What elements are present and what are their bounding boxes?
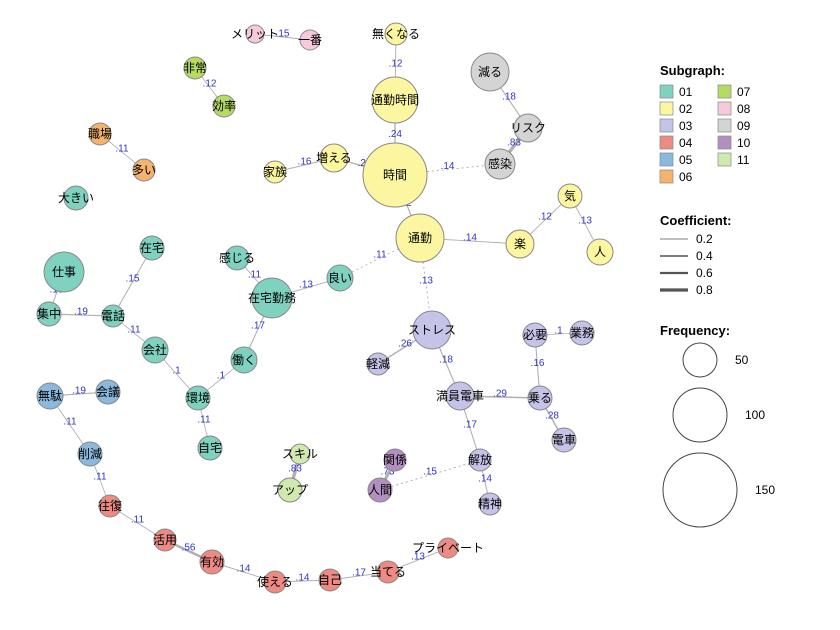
legend-freq-label: 50 bbox=[735, 353, 749, 367]
legend-swatch-label: 01 bbox=[679, 85, 693, 99]
legend-freq-label: 100 bbox=[745, 408, 765, 422]
node-ookii[interactable] bbox=[64, 186, 88, 210]
legend-subgraph-title: Subgraph: bbox=[660, 63, 725, 78]
legend-swatch-06 bbox=[660, 170, 673, 183]
node-shuuchuu[interactable] bbox=[37, 302, 61, 326]
node-tsukinjikan[interactable] bbox=[372, 77, 418, 123]
legend-swatch-05 bbox=[660, 153, 673, 166]
node-kaisha[interactable] bbox=[142, 337, 168, 363]
node-tsukaeru[interactable] bbox=[264, 571, 286, 593]
node-zaitaku[interactable] bbox=[140, 236, 164, 260]
cooccurrence-network: .15.12.12.11.24.18.83.25.16.2.14.14.12.1… bbox=[0, 0, 840, 630]
node-gyoumu[interactable] bbox=[570, 321, 594, 345]
node-fueru[interactable] bbox=[320, 144, 348, 172]
node-ki[interactable] bbox=[558, 184, 582, 208]
node-risk[interactable] bbox=[514, 114, 542, 142]
node-oufuku[interactable] bbox=[99, 495, 121, 517]
node-kazoku[interactable] bbox=[264, 161, 286, 183]
node-kansen[interactable] bbox=[485, 149, 515, 179]
node-zaitakukinmu[interactable] bbox=[252, 278, 292, 318]
node-keigen[interactable] bbox=[367, 353, 389, 375]
legend-swatch-label: 02 bbox=[679, 102, 693, 116]
node-hito[interactable] bbox=[587, 239, 613, 265]
node-ichiban[interactable] bbox=[300, 30, 320, 50]
node-ningen[interactable] bbox=[368, 478, 392, 502]
legend-coef-label: 0.8 bbox=[696, 283, 713, 297]
node-hitsuyou[interactable] bbox=[523, 323, 547, 347]
node-nakunaru[interactable] bbox=[385, 23, 407, 45]
node-stress[interactable] bbox=[413, 311, 451, 349]
node-kaihou[interactable] bbox=[469, 449, 491, 471]
node-heru[interactable] bbox=[471, 53, 509, 91]
node-kouritsu[interactable] bbox=[213, 95, 235, 117]
node-muda[interactable] bbox=[37, 383, 63, 409]
legend-swatch-label: 08 bbox=[737, 102, 751, 116]
node-katsuyou[interactable] bbox=[154, 529, 176, 551]
node-kaigi[interactable] bbox=[96, 380, 120, 404]
legend-swatch-label: 10 bbox=[737, 136, 751, 150]
legend-coef-label: 0.2 bbox=[696, 232, 713, 246]
node-raku[interactable] bbox=[506, 230, 534, 258]
legend-swatch-label: 09 bbox=[737, 119, 751, 133]
legend-swatch-07 bbox=[718, 85, 731, 98]
legend-swatch-label: 07 bbox=[737, 85, 751, 99]
legend-coefficient-title: Coefficient: bbox=[660, 213, 732, 228]
node-kankei[interactable] bbox=[384, 449, 406, 471]
node-ateru[interactable] bbox=[377, 561, 399, 583]
legend-swatch-03 bbox=[660, 119, 673, 132]
node-merit[interactable] bbox=[246, 25, 264, 43]
node-skill[interactable] bbox=[290, 444, 310, 464]
node-densha[interactable] bbox=[552, 428, 576, 452]
node-noru[interactable] bbox=[528, 386, 552, 410]
legend-freq-label: 150 bbox=[755, 483, 775, 497]
legend-coef-label: 0.4 bbox=[696, 249, 713, 263]
node-yuukou[interactable] bbox=[200, 550, 224, 574]
node-jikan[interactable] bbox=[363, 143, 427, 207]
node-private[interactable] bbox=[438, 538, 458, 558]
legend-swatch-10 bbox=[718, 136, 731, 149]
node-hijou[interactable] bbox=[184, 57, 206, 79]
node-jiko[interactable] bbox=[319, 569, 341, 591]
legend-swatch-label: 05 bbox=[679, 153, 693, 167]
node-tsuukin[interactable] bbox=[396, 214, 444, 262]
node-kanjiru[interactable] bbox=[225, 246, 249, 270]
legend-swatch-11 bbox=[718, 153, 731, 166]
legend-swatch-01 bbox=[660, 85, 673, 98]
legend-swatch-02 bbox=[660, 102, 673, 115]
node-hataraku[interactable] bbox=[231, 347, 257, 373]
node-shokuba[interactable] bbox=[89, 123, 111, 145]
legend-swatch-08 bbox=[718, 102, 731, 115]
legend-swatch-label: 11 bbox=[737, 153, 750, 167]
node-up[interactable] bbox=[278, 478, 302, 502]
node-kankyou[interactable] bbox=[186, 386, 210, 410]
node-denwa[interactable] bbox=[102, 305, 124, 327]
legend-swatch-label: 04 bbox=[679, 136, 693, 150]
node-ooi[interactable] bbox=[133, 159, 155, 181]
node-yoi[interactable] bbox=[327, 265, 353, 291]
node-seishin[interactable] bbox=[479, 493, 501, 515]
legend-swatch-09 bbox=[718, 119, 731, 132]
node-maninDensha[interactable] bbox=[446, 382, 474, 410]
legend-swatch-label: 03 bbox=[679, 119, 693, 133]
node-shigoto[interactable] bbox=[44, 252, 84, 292]
legend-frequency-title: Frequency: bbox=[660, 323, 730, 338]
node-jitaku[interactable] bbox=[198, 436, 222, 460]
legend-swatch-04 bbox=[660, 136, 673, 149]
node-sakugen[interactable] bbox=[78, 442, 102, 466]
legend-swatch-label: 06 bbox=[679, 170, 693, 184]
legend-coef-label: 0.6 bbox=[696, 266, 713, 280]
